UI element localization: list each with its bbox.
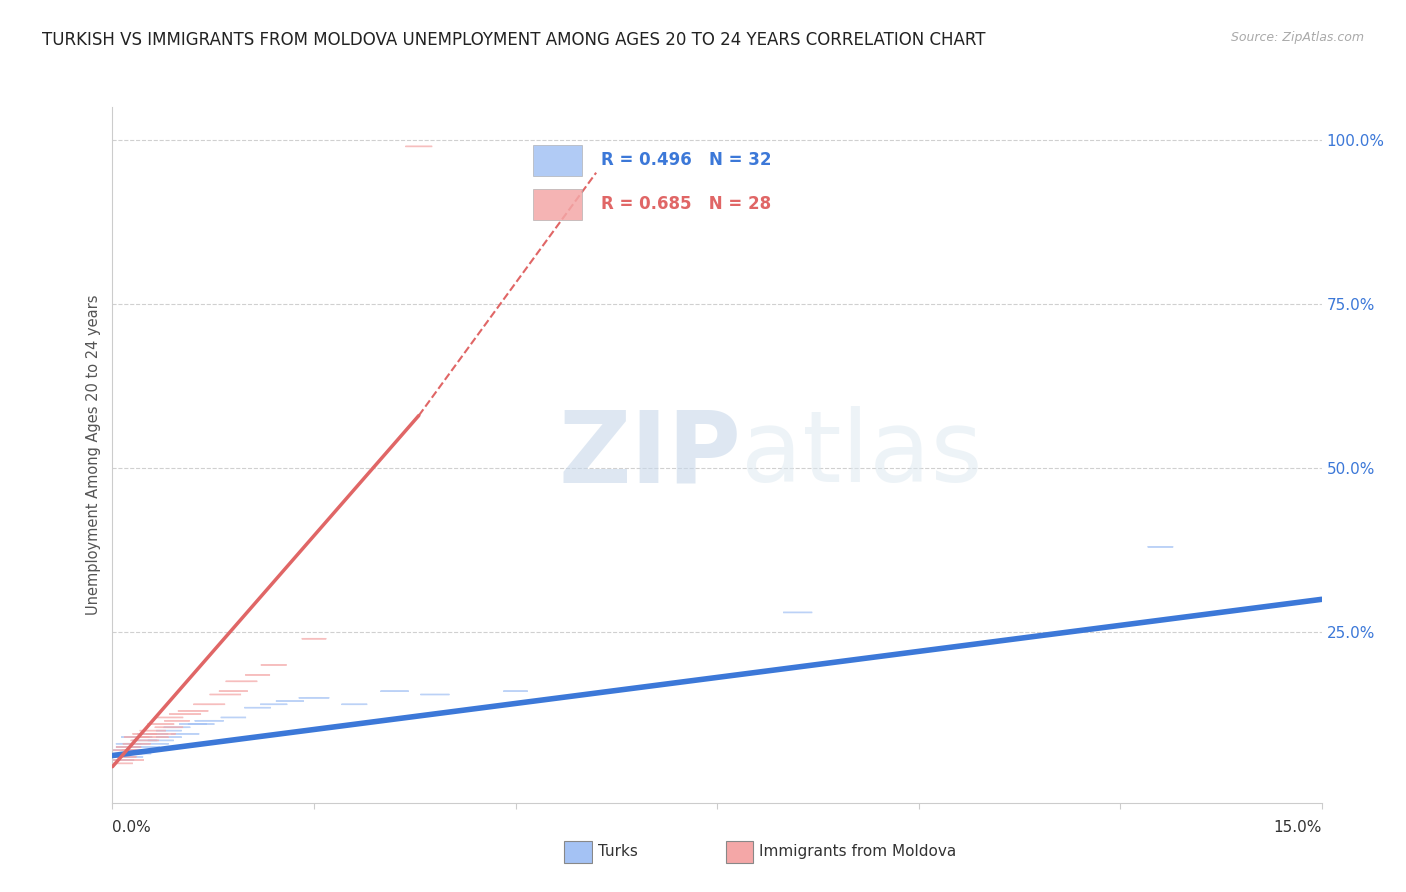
Text: Immigrants from Moldova: Immigrants from Moldova	[759, 845, 956, 859]
Text: Turks: Turks	[598, 845, 637, 859]
Text: 15.0%: 15.0%	[1274, 821, 1322, 835]
Text: R = 0.685   N = 28: R = 0.685 N = 28	[600, 195, 770, 213]
Text: TURKISH VS IMMIGRANTS FROM MOLDOVA UNEMPLOYMENT AMONG AGES 20 TO 24 YEARS CORREL: TURKISH VS IMMIGRANTS FROM MOLDOVA UNEMP…	[42, 31, 986, 49]
FancyBboxPatch shape	[533, 189, 582, 219]
Text: 0.0%: 0.0%	[112, 821, 152, 835]
Y-axis label: Unemployment Among Ages 20 to 24 years: Unemployment Among Ages 20 to 24 years	[86, 294, 101, 615]
Text: Source: ZipAtlas.com: Source: ZipAtlas.com	[1230, 31, 1364, 45]
FancyBboxPatch shape	[533, 145, 582, 176]
Bar	[564, 841, 592, 863]
Text: atlas: atlas	[741, 407, 983, 503]
Text: R = 0.496   N = 32: R = 0.496 N = 32	[600, 151, 770, 169]
Bar	[725, 841, 754, 863]
Text: ZIP: ZIP	[558, 407, 741, 503]
